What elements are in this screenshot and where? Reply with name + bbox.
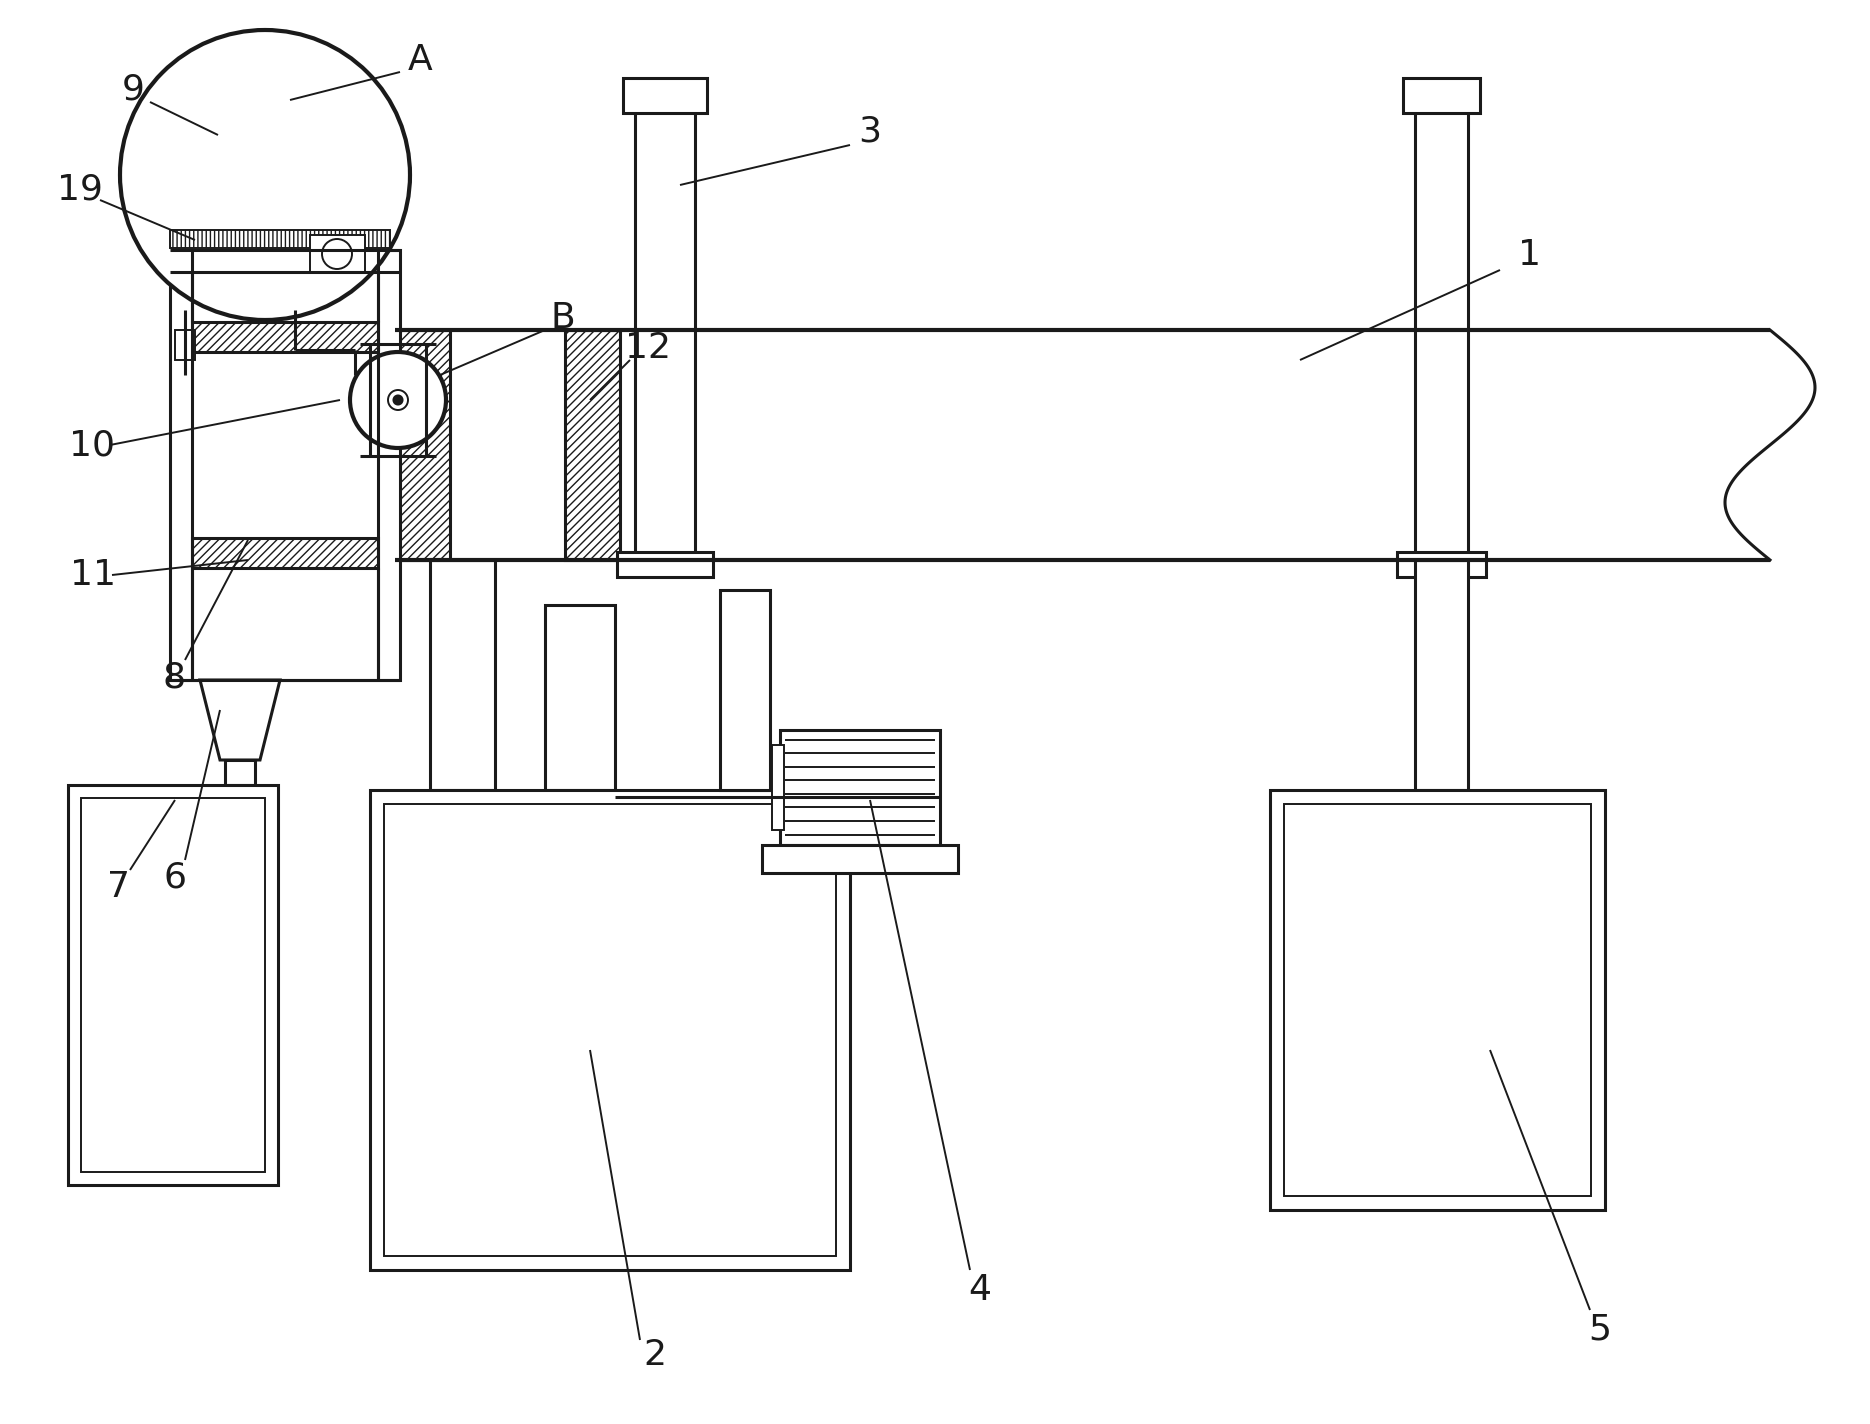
Bar (193, 322, 378, 352)
Bar (1397, 553, 1487, 577)
Bar (310, 235, 365, 273)
Bar (395, 330, 451, 560)
Text: 4: 4 (969, 1273, 991, 1307)
Text: 9: 9 (122, 73, 144, 107)
Text: 8: 8 (163, 661, 185, 695)
Bar (1402, 78, 1479, 112)
Bar (170, 251, 400, 681)
Text: 19: 19 (58, 172, 103, 206)
Text: 7: 7 (107, 870, 129, 904)
Bar (430, 560, 496, 790)
Circle shape (350, 352, 447, 449)
Bar (193, 538, 378, 568)
Bar (617, 553, 712, 577)
Text: 12: 12 (625, 330, 671, 365)
Bar (176, 330, 194, 360)
Circle shape (120, 30, 410, 320)
Circle shape (395, 396, 402, 404)
Text: A: A (408, 43, 432, 77)
Bar (1416, 560, 1468, 790)
Text: 3: 3 (858, 115, 881, 150)
Bar (224, 760, 254, 785)
Text: 6: 6 (163, 862, 187, 896)
Bar (1416, 110, 1468, 560)
Bar (67, 785, 279, 1185)
Bar (1270, 790, 1604, 1210)
Text: B: B (550, 300, 576, 335)
Circle shape (387, 390, 408, 410)
Text: 10: 10 (69, 429, 114, 461)
Bar (170, 231, 391, 248)
Text: 5: 5 (1588, 1313, 1612, 1347)
Text: 2: 2 (643, 1339, 666, 1371)
Bar (623, 78, 707, 112)
Bar (80, 797, 266, 1172)
Bar (780, 731, 941, 844)
Bar (544, 605, 615, 790)
Text: 11: 11 (69, 558, 116, 592)
Bar (1285, 805, 1591, 1196)
Bar (565, 330, 621, 560)
Bar (720, 590, 770, 790)
Text: 1: 1 (1518, 238, 1541, 272)
Bar (370, 790, 851, 1270)
Bar (383, 805, 836, 1256)
Bar (636, 110, 696, 560)
Polygon shape (200, 681, 280, 760)
Bar (772, 745, 784, 830)
Bar (761, 844, 957, 873)
Circle shape (322, 239, 352, 269)
